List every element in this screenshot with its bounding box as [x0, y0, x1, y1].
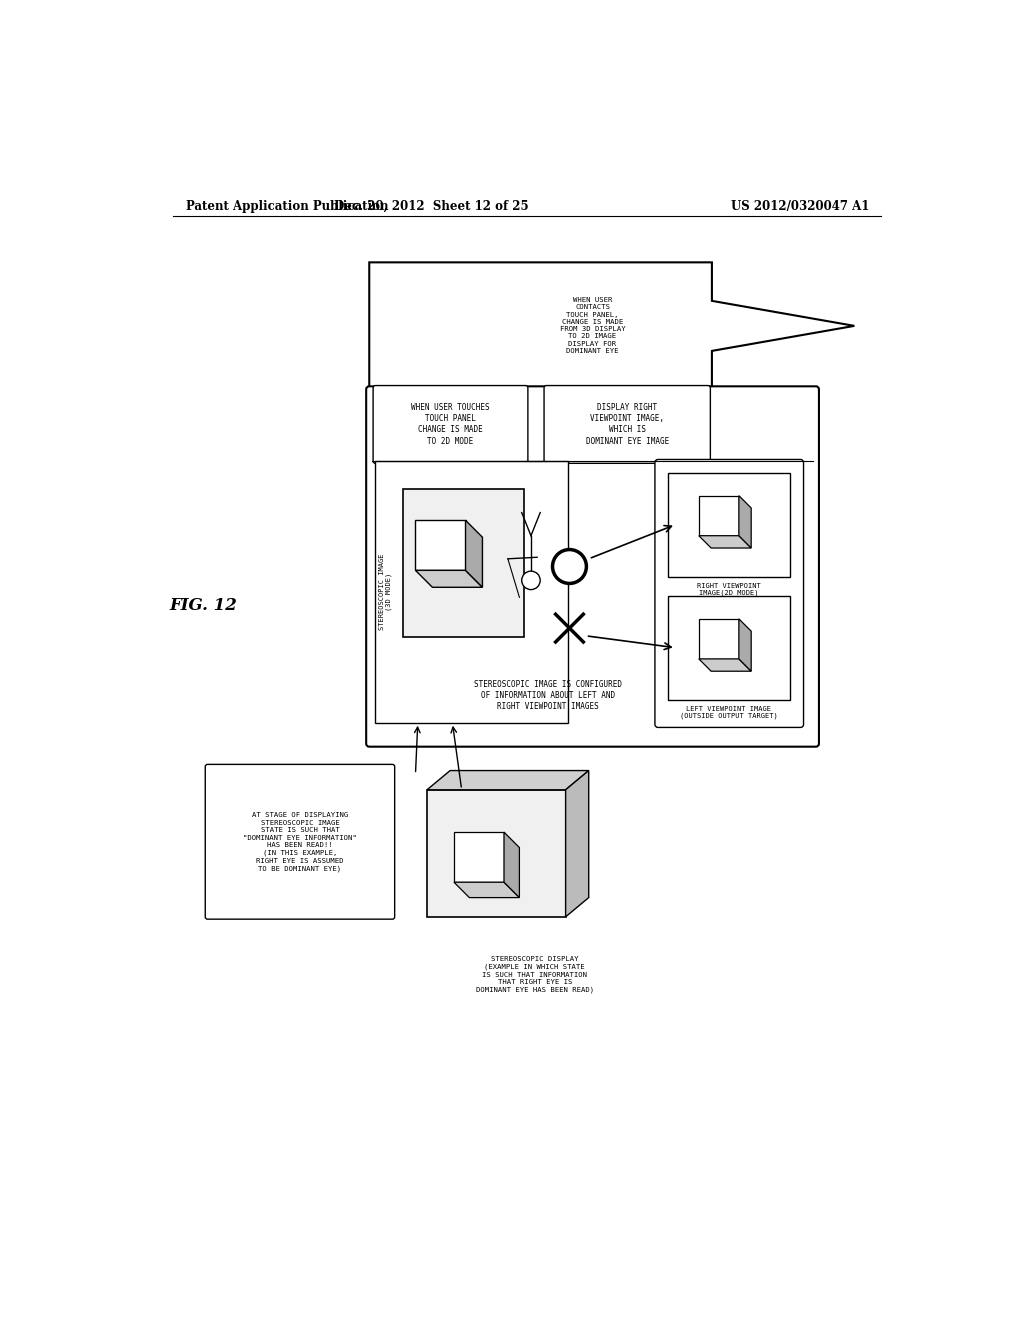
- Polygon shape: [454, 882, 519, 898]
- Bar: [668, 473, 790, 577]
- FancyBboxPatch shape: [544, 385, 711, 463]
- Bar: [427, 789, 565, 917]
- Text: STEREOSCOPIC IMAGE IS CONFIGURED
OF INFORMATION ABOUT LEFT AND
RIGHT VIEWPOINT I: STEREOSCOPIC IMAGE IS CONFIGURED OF INFO…: [474, 680, 623, 711]
- Polygon shape: [739, 619, 752, 671]
- Polygon shape: [698, 659, 752, 671]
- Text: DISPLAY RIGHT
VIEWPOINT IMAGE,
WHICH IS
DOMINANT EYE IMAGE: DISPLAY RIGHT VIEWPOINT IMAGE, WHICH IS …: [586, 404, 669, 446]
- Text: WHEN USER
CONTACTS
TOUCH PANEL,
CHANGE IS MADE
FROM 3D DISPLAY
TO 2D IMAGE
DISPL: WHEN USER CONTACTS TOUCH PANEL, CHANGE I…: [560, 297, 626, 354]
- Text: STEREOSCOPIC DISPLAY
(EXAMPLE IN WHICH STATE
IS SUCH THAT INFORMATION
THAT RIGHT: STEREOSCOPIC DISPLAY (EXAMPLE IN WHICH S…: [476, 956, 594, 993]
- Polygon shape: [698, 536, 752, 548]
- Text: Dec. 20, 2012  Sheet 12 of 25: Dec. 20, 2012 Sheet 12 of 25: [334, 199, 528, 213]
- Polygon shape: [739, 496, 752, 548]
- Bar: [454, 832, 504, 882]
- Text: RIGHT VIEWPOINT
IMAGE(2D MODE): RIGHT VIEWPOINT IMAGE(2D MODE): [697, 582, 761, 597]
- Polygon shape: [466, 520, 482, 587]
- Text: LEFT VIEWPOINT IMAGE
(OUTSIDE OUTPUT TARGET): LEFT VIEWPOINT IMAGE (OUTSIDE OUTPUT TAR…: [680, 706, 777, 719]
- Circle shape: [521, 572, 541, 590]
- Text: Patent Application Publication: Patent Application Publication: [186, 199, 388, 213]
- Text: US 2012/0320047 A1: US 2012/0320047 A1: [731, 199, 869, 213]
- Polygon shape: [416, 570, 482, 587]
- Bar: [698, 619, 739, 659]
- Circle shape: [553, 549, 587, 583]
- Text: WHEN USER TOUCHES
TOUCH PANEL
CHANGE IS MADE
TO 2D MODE: WHEN USER TOUCHES TOUCH PANEL CHANGE IS …: [412, 404, 489, 446]
- FancyBboxPatch shape: [205, 764, 394, 919]
- Text: AT STAGE OF DISPLAYING
STEREOSCOPIC IMAGE
STATE IS SUCH THAT
"DOMINANT EYE INFOR: AT STAGE OF DISPLAYING STEREOSCOPIC IMAG…: [243, 812, 356, 871]
- Polygon shape: [370, 263, 854, 389]
- Text: STEREOSCOPIC IMAGE
(3D MODE): STEREOSCOPIC IMAGE (3D MODE): [379, 553, 392, 630]
- FancyBboxPatch shape: [655, 459, 804, 727]
- FancyBboxPatch shape: [373, 385, 528, 463]
- FancyBboxPatch shape: [403, 488, 524, 636]
- Polygon shape: [504, 832, 519, 898]
- FancyBboxPatch shape: [367, 387, 819, 747]
- Bar: [376, 461, 568, 723]
- Bar: [698, 496, 739, 536]
- Polygon shape: [427, 771, 589, 789]
- Polygon shape: [565, 771, 589, 917]
- Text: FIG. 12: FIG. 12: [170, 597, 238, 614]
- Bar: [668, 595, 790, 700]
- Bar: [416, 520, 466, 570]
